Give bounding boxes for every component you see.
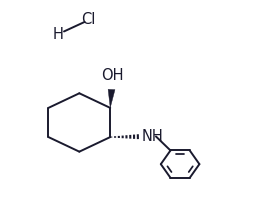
Text: OH: OH	[101, 69, 124, 83]
Text: H: H	[53, 27, 64, 42]
Polygon shape	[108, 89, 115, 108]
Text: Cl: Cl	[81, 12, 96, 27]
Text: NH: NH	[142, 129, 164, 144]
